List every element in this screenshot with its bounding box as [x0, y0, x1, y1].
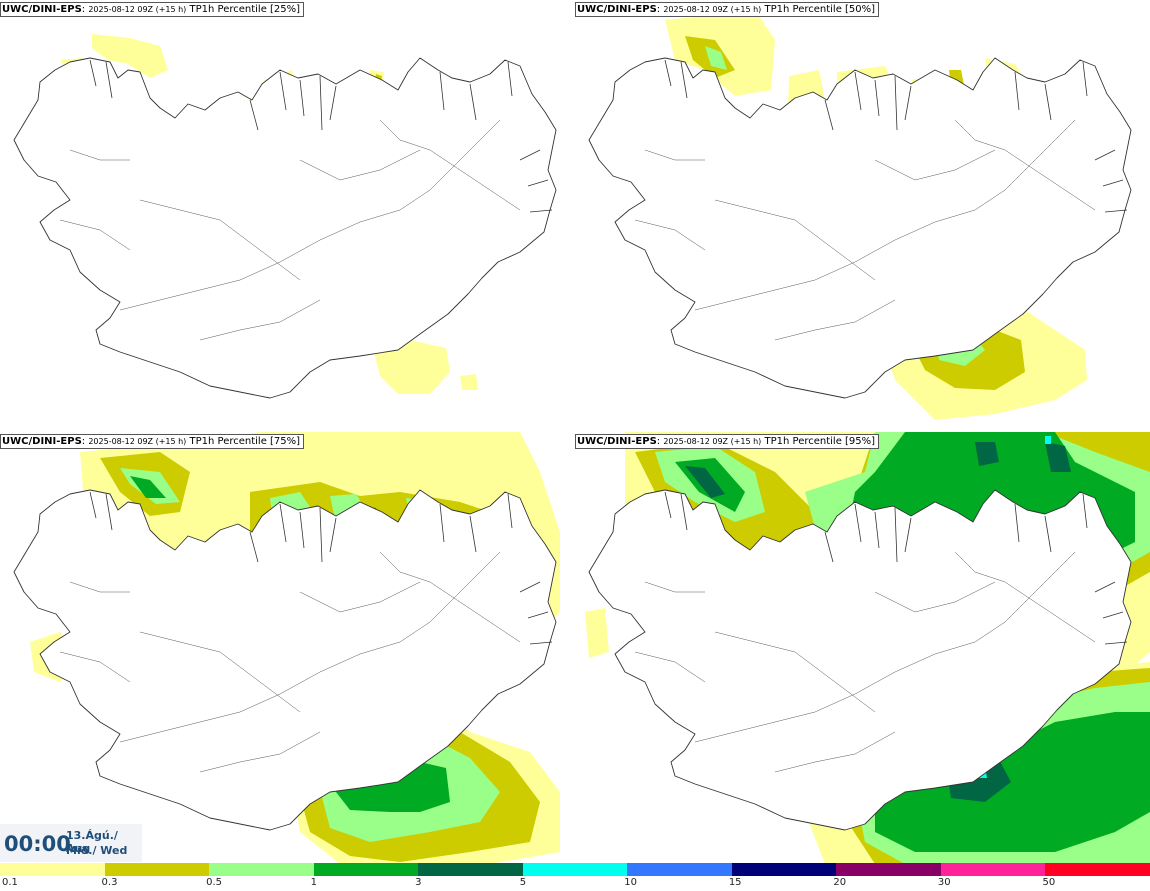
panel-title-50: UWC/DINI-EPS: 2025-08-12 09Z (+15 h) TP1…	[575, 2, 880, 17]
field-name: TP1h Percentile [95%]	[764, 436, 876, 447]
legend-swatch	[731, 863, 837, 876]
run-time: 2025-08-12 09Z (+15 h)	[663, 5, 762, 14]
legend-color-bar	[0, 863, 1150, 876]
legend-label: 50	[1042, 877, 1056, 888]
legend-swatch	[627, 863, 732, 876]
valid-hour: 00:00	[4, 832, 71, 856]
legend-swatch	[0, 863, 105, 876]
map-panel-75: UWC/DINI-EPS: 2025-08-12 09Z (+15 h) TP1…	[0, 432, 575, 864]
model-name: UWC/DINI-EPS	[577, 436, 657, 447]
field-name: TP1h Percentile [75%]	[189, 436, 301, 447]
legend-swatch	[209, 863, 314, 876]
precip-map-95	[585, 432, 1150, 864]
precip-map-50	[588, 10, 1132, 420]
legend-label: 0.3	[101, 877, 118, 888]
map-panel-95: UWC/DINI-EPS: 2025-08-12 09Z (+15 h) TP1…	[575, 432, 1150, 864]
valid-day: 13.Ágú./ Aug	[66, 829, 118, 855]
legend-swatch	[313, 863, 419, 876]
run-time: 2025-08-12 09Z (+15 h)	[88, 5, 187, 14]
valid-weekday: Mið./ Wed	[66, 844, 128, 857]
legend-swatch	[522, 863, 628, 876]
model-name: UWC/DINI-EPS	[2, 436, 82, 447]
legend-swatch	[418, 863, 523, 876]
valid-time-box: 00:00 13.Ágú./ Aug Mið./ Wed	[0, 824, 142, 862]
legend-label: 20	[833, 877, 847, 888]
color-legend: 0.1 0.3 0.5 1 3 5 10 15 20 30 50	[0, 863, 1150, 891]
field-name: TP1h Percentile [50%]	[764, 4, 876, 15]
model-name: UWC/DINI-EPS	[577, 4, 657, 15]
legend-swatch	[104, 863, 210, 876]
legend-label: 0.5	[206, 877, 222, 888]
run-time: 2025-08-12 09Z (+15 h)	[88, 437, 187, 446]
panel-title-75: UWC/DINI-EPS: 2025-08-12 09Z (+15 h) TP1…	[0, 434, 305, 449]
legend-swatch	[1045, 863, 1150, 876]
legend-label: 5	[519, 877, 527, 888]
run-time: 2025-08-12 09Z (+15 h)	[663, 437, 762, 446]
legend-label: 3	[415, 877, 422, 888]
model-name: UWC/DINI-EPS	[2, 4, 82, 15]
legend-label: 30	[937, 877, 951, 888]
map-panel-25: UWC/DINI-EPS: 2025-08-12 09Z (+15 h) TP1…	[0, 0, 575, 432]
legend-label: 1	[310, 877, 317, 888]
panel-title-25: UWC/DINI-EPS: 2025-08-12 09Z (+15 h) TP1…	[0, 2, 305, 17]
legend-swatch	[940, 863, 1046, 876]
map-panel-50: UWC/DINI-EPS: 2025-08-12 09Z (+15 h) TP1…	[575, 0, 1150, 432]
precip-map-75	[13, 432, 560, 864]
legend-swatch	[836, 863, 941, 876]
legend-label: 0.1	[2, 877, 18, 888]
field-name: TP1h Percentile [25%]	[189, 4, 301, 15]
panel-title-95: UWC/DINI-EPS: 2025-08-12 09Z (+15 h) TP1…	[575, 434, 880, 449]
legend-label: 15	[728, 877, 742, 888]
legend-label: 10	[624, 877, 637, 888]
precip-map-25	[13, 34, 557, 399]
